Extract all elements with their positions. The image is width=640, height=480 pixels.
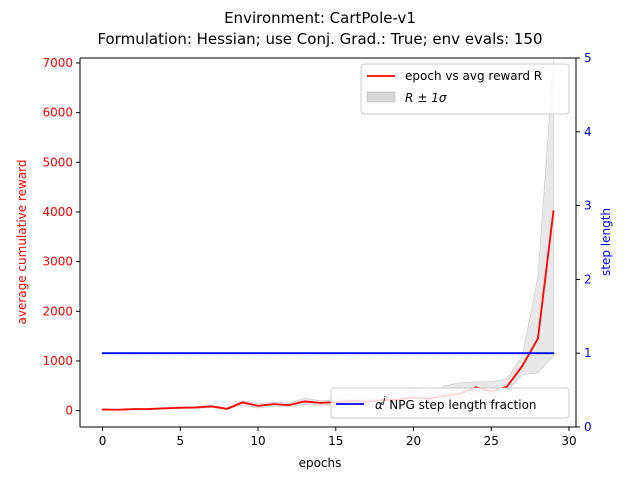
legend-band-label: R ± 1σ — [405, 91, 447, 105]
y-axis-right-label: step length — [599, 208, 613, 276]
step-length-point — [226, 352, 228, 355]
y-left-tick-label: 4000 — [42, 205, 73, 219]
step-length-point — [210, 352, 213, 355]
step-length-point — [552, 352, 555, 355]
y-right-tick-label: 2 — [584, 272, 592, 286]
y-left-tick-label: 6000 — [42, 106, 73, 120]
step-length-point — [490, 352, 493, 355]
chart-subtitle: Formulation: Hessian; use Conj. Grad.: T… — [97, 30, 542, 48]
reward-point — [163, 407, 166, 410]
std-band — [102, 60, 554, 411]
legend-upper: epoch vs avg reward R R ± 1σ — [360, 63, 570, 115]
x-axis-label: epochs — [299, 456, 342, 470]
legend-step-alpha: α — [375, 398, 383, 412]
y-right-tick-label: 5 — [584, 51, 592, 65]
step-length-point — [537, 352, 539, 355]
reward-point — [179, 406, 182, 409]
reward-point — [117, 408, 119, 411]
legend-step-label: αj NPG step length fraction — [375, 396, 537, 412]
step-length-point — [412, 352, 415, 355]
x-tick-label: 5 — [176, 434, 184, 448]
y-left-tick-label: 3000 — [42, 255, 73, 269]
step-length-point — [272, 352, 275, 355]
reward-point — [226, 407, 228, 410]
step-length-point — [459, 352, 462, 355]
reward-point — [194, 406, 197, 409]
y-left-tick-label: 0 — [65, 404, 73, 418]
reward-point — [552, 210, 555, 212]
x-tick-label: 15 — [328, 434, 343, 448]
reward-point — [241, 401, 244, 404]
y-right-tick-label: 4 — [584, 125, 592, 139]
step-length-point — [505, 352, 508, 355]
reward-point — [319, 402, 322, 404]
legend-band-label-pm: ± — [417, 91, 427, 105]
reward-point — [303, 400, 306, 403]
chart-title: Environment: CartPole-v1 — [224, 9, 416, 27]
step-length-point — [428, 352, 430, 355]
y-right-tick-label: 3 — [584, 199, 592, 213]
step-length-point — [257, 352, 259, 355]
x-tick-label: 0 — [99, 434, 107, 448]
step-length-point — [365, 352, 368, 355]
step-length-point — [521, 352, 524, 355]
step-length-point — [163, 352, 166, 355]
y-left-tick-label: 1000 — [42, 354, 73, 368]
step-length-point — [288, 352, 291, 355]
step-length-point — [334, 352, 337, 355]
step-length-point — [350, 352, 353, 355]
y-right-tick-label: 1 — [584, 346, 592, 360]
step-length-point — [397, 352, 399, 355]
step-length-point — [443, 352, 446, 355]
reward-point — [132, 408, 135, 411]
reward-point — [272, 403, 275, 406]
step-length-point — [381, 352, 384, 355]
step-length-point — [148, 352, 151, 355]
reward-point — [101, 408, 104, 411]
step-length-point — [241, 352, 244, 355]
legend-reward-label: epoch vs avg reward R — [405, 69, 542, 83]
reward-point — [288, 404, 291, 407]
legend-band-swatch — [366, 91, 396, 103]
legend-lower: αj NPG step length fraction — [330, 387, 570, 419]
legend-band-label-r: R — [405, 91, 413, 105]
step-length-point — [132, 352, 135, 355]
reward-point — [521, 365, 524, 367]
x-tick-label: 30 — [561, 434, 576, 448]
reward-point — [148, 408, 151, 410]
reward-point — [210, 405, 213, 408]
step-length-point — [117, 352, 119, 355]
step-length-point — [179, 352, 182, 355]
reward-point — [505, 385, 508, 388]
step-length-point — [194, 352, 197, 355]
axes: 0 5 10 15 20 25 300100020003000400050006000700… — [42, 51, 591, 448]
x-tick-label: 25 — [484, 434, 499, 448]
y-left-tick-label: 2000 — [42, 304, 73, 318]
y-right-tick-label: 0 — [584, 420, 592, 434]
legend-band-label-sigma: 1σ — [427, 91, 446, 105]
y-left-tick-label: 7000 — [42, 56, 73, 70]
step-length-point — [319, 352, 322, 355]
reward-point — [257, 404, 259, 407]
x-tick-label: 10 — [250, 434, 265, 448]
reward-point — [537, 337, 539, 340]
y-left-tick-label: 5000 — [42, 155, 73, 169]
x-tick-label: 20 — [406, 434, 421, 448]
step-length-point — [101, 352, 104, 355]
legend-step-rest: NPG step length fraction — [385, 398, 536, 412]
step-length-point — [474, 352, 477, 355]
legend-step-sup: j — [381, 396, 386, 406]
legend-upper-frame — [360, 63, 570, 115]
legend-lower-frame — [330, 387, 570, 419]
y-axis-left-label: average cumulative reward — [15, 159, 29, 324]
step-length-point — [303, 352, 306, 355]
